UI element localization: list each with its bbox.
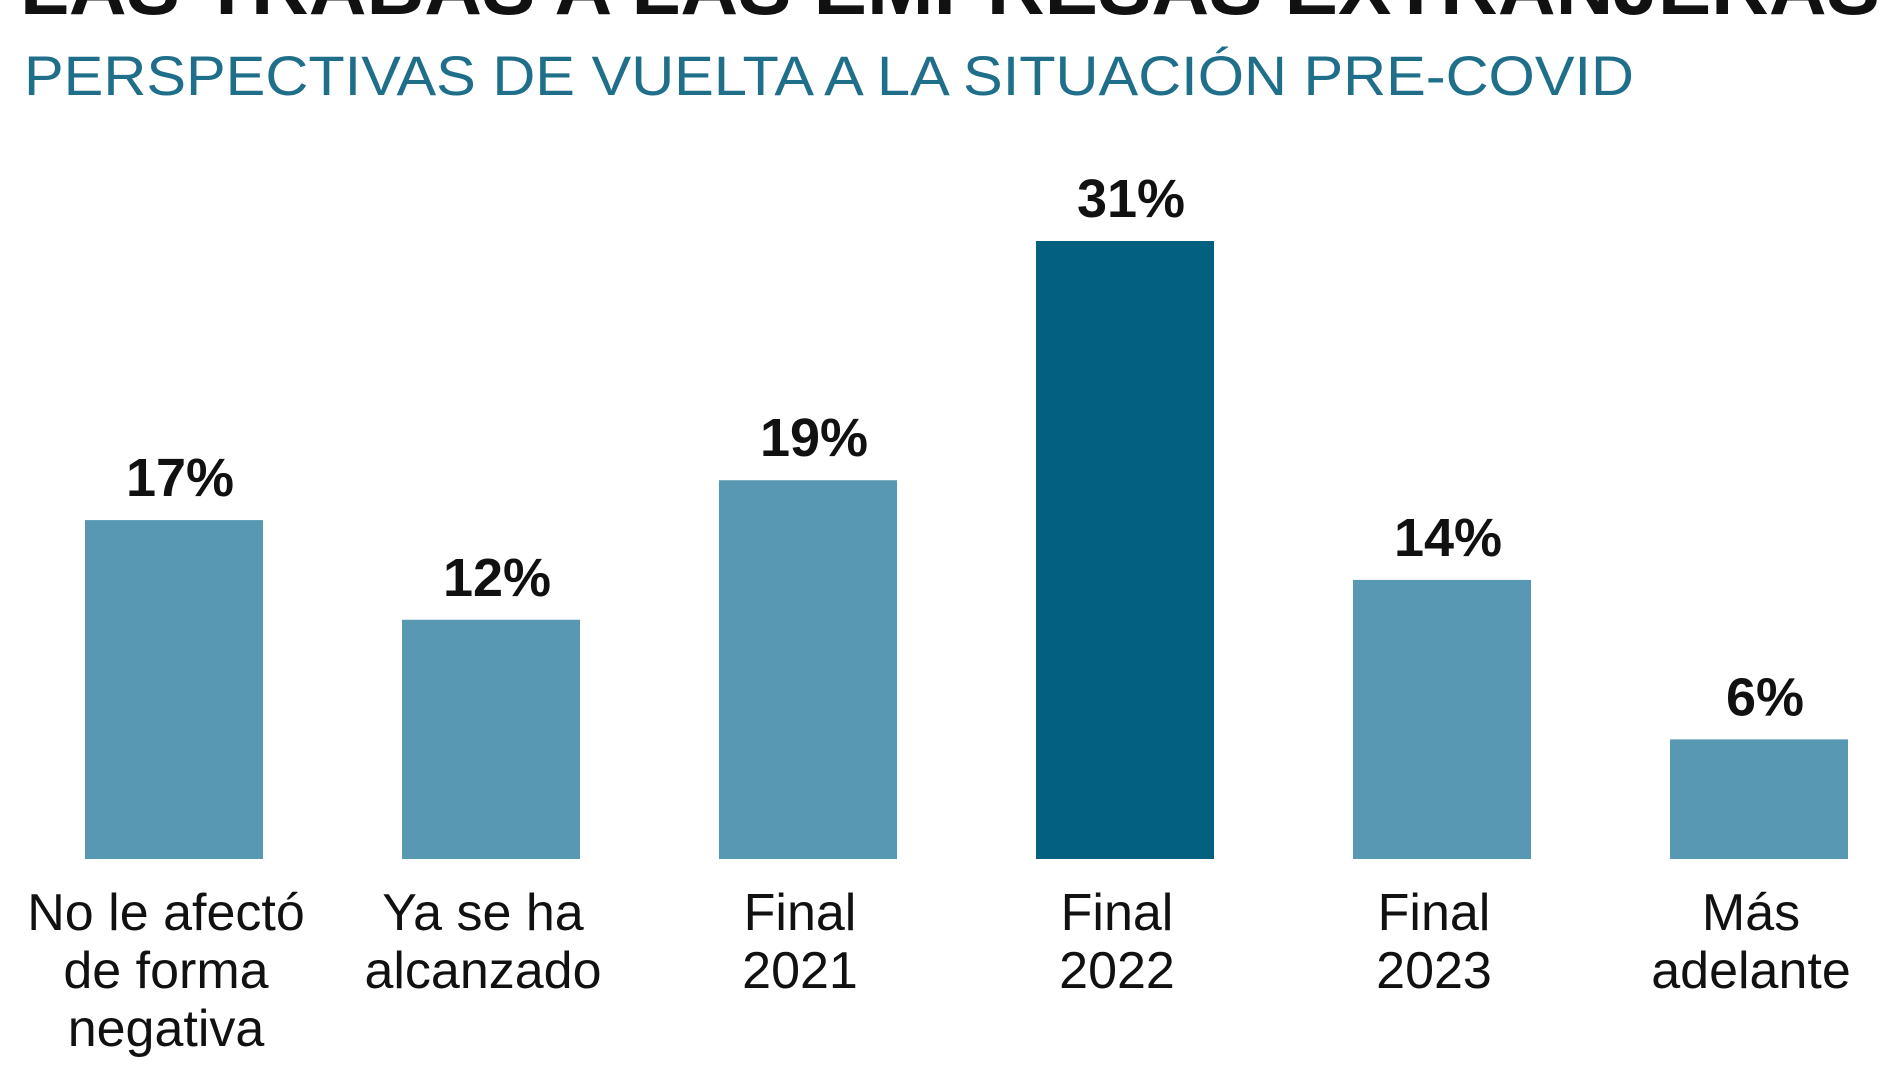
chart-title: LAS TRABAS A LAS EMPRESAS EXTRANJERAS bbox=[20, 0, 1880, 31]
category-label: alcanzado bbox=[364, 942, 601, 1000]
bar bbox=[1036, 241, 1214, 859]
bar bbox=[1670, 739, 1848, 859]
value-label: 31% bbox=[1077, 169, 1185, 229]
bar bbox=[719, 480, 897, 859]
category-label: 2021 bbox=[742, 942, 858, 1000]
bar bbox=[85, 520, 263, 859]
category-label: de forma bbox=[63, 942, 268, 1000]
value-label: 19% bbox=[760, 408, 868, 468]
bar bbox=[402, 619, 580, 859]
category-label: 2023 bbox=[1376, 942, 1492, 1000]
category-label: Ya se ha bbox=[382, 884, 583, 942]
category-label: Final bbox=[744, 884, 857, 942]
value-label: 6% bbox=[1726, 667, 1804, 727]
value-label: 12% bbox=[443, 548, 551, 608]
category-label: Final bbox=[1061, 884, 1174, 942]
category-label: adelante bbox=[1651, 942, 1851, 1000]
category-label: Final bbox=[1378, 884, 1491, 942]
category-label: Más bbox=[1702, 884, 1800, 942]
category-label: negativa bbox=[68, 1000, 265, 1058]
category-label: 2022 bbox=[1059, 942, 1175, 1000]
bars-group bbox=[85, 241, 1848, 859]
value-label: 17% bbox=[126, 448, 234, 508]
bar bbox=[1353, 579, 1531, 859]
category-label: No le afectó bbox=[27, 884, 305, 942]
value-label: 14% bbox=[1394, 508, 1502, 568]
value-labels-group: 17% 12% 19% 31% 14% 6% bbox=[126, 169, 1804, 727]
chart-subtitle: PERSPECTIVAS DE VUELTA A LA SITUACIÓN PR… bbox=[24, 44, 1634, 107]
